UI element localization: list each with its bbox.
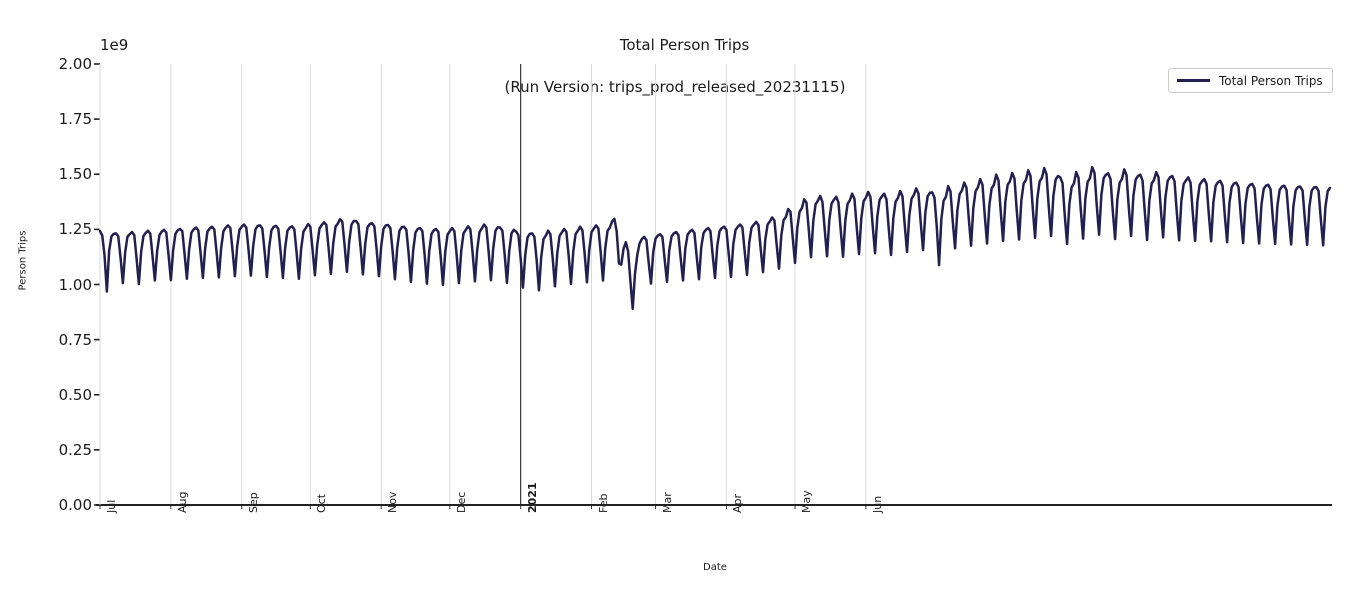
y-tick-label: 0.25 xyxy=(58,440,92,459)
y-tick-label: 1.75 xyxy=(58,110,92,129)
data-series xyxy=(98,165,1332,310)
axis-ticks xyxy=(94,63,867,509)
y-tick-label: 1.50 xyxy=(58,165,92,184)
y-axis-offset-label: 1e9 xyxy=(100,36,129,54)
chart-title-main: Total Person Trips xyxy=(619,36,750,54)
y-tick-label: 1.00 xyxy=(58,275,92,294)
legend-label: Total Person Trips xyxy=(1219,73,1323,88)
y-tick-label: 2.00 xyxy=(58,55,92,73)
chart-title: Total Person Trips (Run Version: trips_p… xyxy=(0,14,1350,140)
y-tick-label: 1.25 xyxy=(58,220,92,239)
axis-lines xyxy=(96,64,1332,506)
y-tick-label: 0.75 xyxy=(58,330,92,349)
chart-subtitle: (Run Version: trips_prod_released_202311… xyxy=(504,78,846,96)
x-axis-label: Date xyxy=(703,562,727,573)
y-tick-label: 0.00 xyxy=(58,496,92,514)
series-line-total-person-trips xyxy=(98,165,1332,310)
chart-legend[interactable]: Total Person Trips xyxy=(1168,68,1333,93)
legend-line-swatch xyxy=(1177,79,1210,82)
y-tick-label: 0.50 xyxy=(58,385,92,404)
gridlines xyxy=(99,64,867,505)
